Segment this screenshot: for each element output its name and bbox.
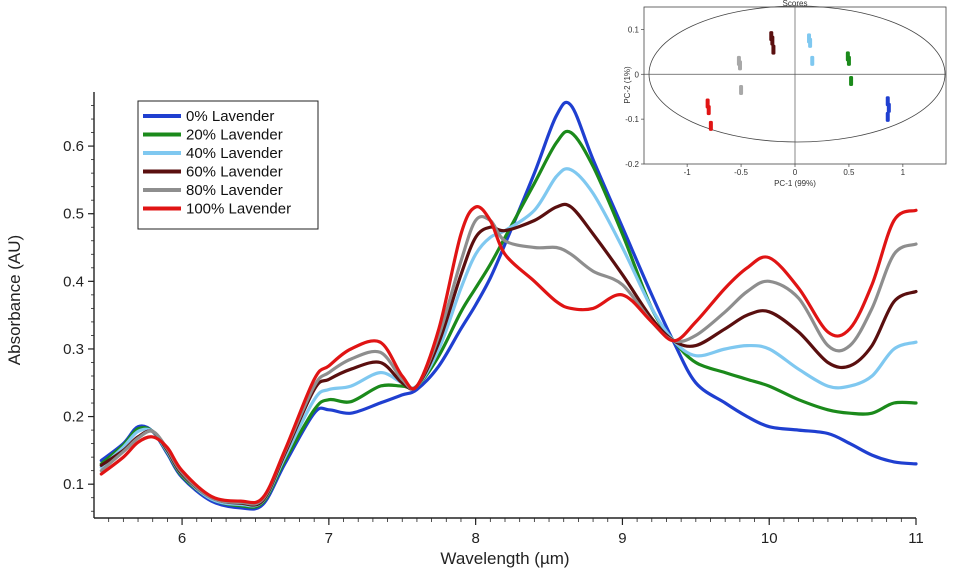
score-point-2 xyxy=(810,55,815,66)
inset-x-axis-title: PC-1 (99%) xyxy=(774,179,816,188)
x-tick-label: 9 xyxy=(618,530,626,547)
score-point-0 xyxy=(886,102,891,113)
y-tick-label: 0.2 xyxy=(63,409,84,426)
x-tick-label: 8 xyxy=(471,530,479,547)
y-tick-label: 0.4 xyxy=(63,273,84,290)
score-point-4 xyxy=(739,84,744,95)
inset-y-tick-label: -0.2 xyxy=(625,160,639,169)
series-line-5 xyxy=(99,205,918,505)
inset-x-tick-label: -1 xyxy=(684,168,692,177)
inset-points xyxy=(705,31,891,131)
score-point-3 xyxy=(770,35,775,46)
x-ticks: 6 7 8 9 10 11 xyxy=(108,518,924,547)
main-axes: 0.10.20.30.40.50.6 6 7 8 9 10 11 Absorbance (… xyxy=(5,92,924,568)
score-point-4 xyxy=(737,60,742,71)
score-point-5 xyxy=(706,105,711,116)
score-point-3 xyxy=(771,44,776,55)
inset-x-tick-label: 0 xyxy=(793,168,798,177)
x-tick-label: 11 xyxy=(908,530,924,547)
scores-inset: Scores -1 -0.5 0 0.5 1 0.1 0 -0.1 -0.2 PC-1 (99%… xyxy=(623,0,947,188)
score-point-2 xyxy=(808,37,813,48)
score-point-0 xyxy=(885,111,890,122)
inset-x-tick-label: -0.5 xyxy=(734,168,748,177)
series-lines xyxy=(99,100,918,511)
score-point-1 xyxy=(846,55,851,66)
score-point-5 xyxy=(708,120,713,131)
legend-label: 80% Lavender xyxy=(186,182,283,199)
x-tick-label: 10 xyxy=(761,530,778,547)
legend-label: 20% Lavender xyxy=(186,127,283,144)
score-point-1 xyxy=(849,76,854,87)
y-axis-title: Absorbance (AU) xyxy=(5,235,24,365)
inset-x-tick-label: 1 xyxy=(901,168,906,177)
y-tick-label: 0.3 xyxy=(63,341,84,358)
x-tick-label: 7 xyxy=(325,530,333,547)
inset-axes: -1 -0.5 0 0.5 1 0.1 0 -0.1 -0.2 xyxy=(625,7,946,177)
series-line-3 xyxy=(99,202,918,507)
x-tick-label: 6 xyxy=(178,530,186,547)
legend-label: 40% Lavender xyxy=(186,145,283,162)
legend-label: 100% Lavender xyxy=(186,201,291,218)
inset-title: Scores xyxy=(783,0,808,8)
y-tick-label: 0.6 xyxy=(63,138,84,155)
legend-label: 60% Lavender xyxy=(186,164,283,181)
legend-label: 0% Lavender xyxy=(186,108,274,125)
inset-y-tick-label: -0.1 xyxy=(625,115,639,124)
inset-y-tick-label: 0 xyxy=(635,70,640,79)
inset-y-tick-label: 0.1 xyxy=(628,25,640,34)
x-axis-title: Wavelength (µm) xyxy=(440,549,569,568)
inset-x-tick-label: 0.5 xyxy=(843,168,855,177)
inset-y-axis-title: PC-2 (1%) xyxy=(623,66,632,104)
y-tick-label: 0.5 xyxy=(63,206,84,223)
y-tick-label: 0.1 xyxy=(63,476,84,493)
y-ticks: 0.1 0.2 0.3 0.4 0.5 0.6 xyxy=(63,105,94,512)
series-line-0 xyxy=(99,100,918,511)
